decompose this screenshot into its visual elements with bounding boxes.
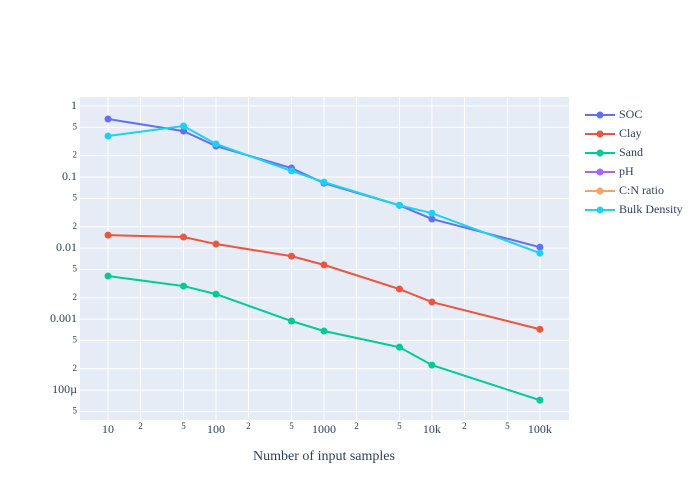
legend-label: pH <box>619 164 634 178</box>
y-tick-label: 2 <box>73 150 78 160</box>
y-tick-label: 0.01 <box>56 240 77 254</box>
y-tick-label: 5 <box>73 121 78 131</box>
series-line <box>107 275 541 402</box>
data-point <box>320 178 328 186</box>
data-point <box>287 167 295 175</box>
data-point <box>428 215 436 223</box>
x-tick-label: 5 <box>181 421 186 431</box>
data-point <box>536 325 544 333</box>
x-tick-label: 1000 <box>312 422 336 436</box>
data-point <box>179 282 187 290</box>
data-point <box>212 240 220 248</box>
legend-marker <box>596 149 604 157</box>
data-point <box>536 249 544 257</box>
y-tick-label: 5 <box>73 406 78 416</box>
legend-marker <box>596 187 604 195</box>
data-point <box>212 290 220 298</box>
y-tick-label: 2 <box>73 221 78 231</box>
y-tick-label: 100µ <box>52 382 77 396</box>
legend-marker <box>596 130 604 138</box>
y-tick-label: 0.1 <box>62 169 77 183</box>
x-tick-label: 100 <box>207 422 225 436</box>
data-point <box>179 233 187 241</box>
y-tick-label: 5 <box>73 264 78 274</box>
series-line <box>107 124 541 255</box>
data-point <box>395 285 403 293</box>
x-tick-label: 2 <box>138 421 143 431</box>
x-tick-label: 5 <box>505 421 510 431</box>
legend-label: Sand <box>619 145 643 159</box>
x-tick-label: 2 <box>246 421 251 431</box>
data-point <box>104 132 112 140</box>
legend-marker <box>596 111 604 119</box>
x-tick-label: 5 <box>289 421 294 431</box>
x-tick-label: 2 <box>462 421 467 431</box>
data-point <box>428 298 436 306</box>
series-line <box>108 234 541 331</box>
x-tick-label: 10k <box>423 422 441 436</box>
y-tick-label: 5 <box>73 193 78 203</box>
data-point <box>395 201 403 209</box>
data-point <box>287 317 295 325</box>
y-tick-label: 1 <box>71 98 77 112</box>
data-point <box>104 272 112 280</box>
legend-label: Bulk Density <box>619 202 683 216</box>
x-axis-title: Number of input samples <box>253 449 395 464</box>
data-point <box>428 361 436 369</box>
legend-marker <box>596 168 604 176</box>
legend-label: Clay <box>619 126 642 140</box>
data-point <box>287 252 295 260</box>
data-point <box>104 115 112 123</box>
data-point <box>320 261 328 269</box>
x-tick-label: 2 <box>354 421 359 431</box>
y-tick-label: 5 <box>73 335 78 345</box>
x-tick-label: 100k <box>528 422 552 436</box>
data-point <box>104 231 112 239</box>
x-tick-label: 5 <box>397 421 402 431</box>
data-point <box>320 327 328 335</box>
data-point <box>179 122 187 130</box>
data-point <box>536 396 544 404</box>
y-tick-label: 0.001 <box>50 311 77 325</box>
data-point <box>536 243 544 251</box>
y-tick-label: 2 <box>73 292 78 302</box>
data-point <box>428 209 436 217</box>
data-point <box>179 127 187 135</box>
data-point <box>212 140 220 148</box>
y-tick-label: 2 <box>73 363 78 373</box>
legend-label: C:N ratio <box>619 183 664 197</box>
data-point <box>395 343 403 351</box>
legend-label: SOC <box>619 107 642 121</box>
x-tick-label: 10 <box>102 422 114 436</box>
legend-marker <box>596 206 604 214</box>
plot-area <box>80 97 569 420</box>
